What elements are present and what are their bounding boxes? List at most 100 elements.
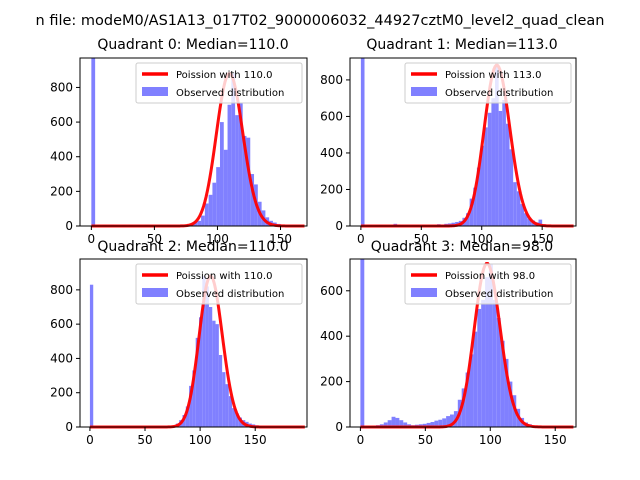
x-tick-label: 100 xyxy=(479,433,502,447)
legend-observed-swatch xyxy=(142,87,168,96)
histogram-bar xyxy=(513,182,517,226)
histogram-bar xyxy=(491,98,496,226)
histogram-bar xyxy=(242,135,247,226)
histogram-bar xyxy=(208,307,213,427)
histogram-bar xyxy=(185,406,190,427)
histogram-bar xyxy=(509,149,514,226)
histogram-bar xyxy=(215,324,219,427)
histogram-bar xyxy=(477,308,482,427)
histogram-bar xyxy=(216,167,220,226)
histogram-bar xyxy=(91,58,96,226)
subplot-title: Quadrant 1: Median=113.0 xyxy=(366,37,557,53)
x-tick-label: 150 xyxy=(269,232,292,246)
histogram-bar xyxy=(391,416,396,427)
legend-observed-swatch xyxy=(411,87,437,96)
histogram-bar xyxy=(473,187,477,226)
x-axis-ticks: 0 50 100 150 xyxy=(357,226,554,246)
histogram-bar xyxy=(219,122,224,226)
legend-poisson-label: Poission with 113.0 xyxy=(445,70,541,81)
x-tick-label: 100 xyxy=(470,232,493,246)
histogram-bar xyxy=(469,198,474,226)
histogram-bar xyxy=(469,354,474,427)
histogram-bar xyxy=(516,191,521,226)
histogram-bar xyxy=(461,388,466,427)
histogram-bar xyxy=(476,167,481,226)
x-tick-label: 50 xyxy=(137,433,152,447)
subplot-quadrant-2: Quadrant 2: Median=110.0 0 50 100 150 0 200 4… xyxy=(50,239,308,447)
histogram-bar xyxy=(484,127,488,226)
y-tick-label: 800 xyxy=(320,73,343,87)
histogram-bar xyxy=(383,422,388,427)
histogram-bar xyxy=(426,422,431,427)
histogram-bar xyxy=(492,299,497,427)
legend: Poission with 110.0 Observed distributio… xyxy=(135,62,303,104)
legend-observed-label: Observed distribution xyxy=(445,289,553,300)
histogram-bars xyxy=(89,276,266,427)
histogram-bar xyxy=(205,286,209,427)
axes-frame xyxy=(349,258,577,428)
histogram-bar xyxy=(473,331,478,427)
histogram-bar xyxy=(218,355,223,427)
y-tick-label: 600 xyxy=(50,317,73,331)
y-tick-label: 200 xyxy=(320,375,343,389)
histogram-bar xyxy=(466,213,470,226)
histogram-bar xyxy=(399,420,404,427)
legend-box xyxy=(404,263,572,305)
histogram-bar xyxy=(504,358,509,427)
histogram-bar xyxy=(387,420,392,427)
x-tick-label: 50 xyxy=(414,232,429,246)
histogram-bar xyxy=(204,203,209,226)
y-tick-label: 200 xyxy=(50,386,73,400)
axes-frame xyxy=(79,57,308,227)
histogram-bar xyxy=(212,182,217,226)
histogram-bar xyxy=(485,277,489,427)
y-tick-label: 400 xyxy=(320,146,343,160)
histogram-bar xyxy=(403,422,408,427)
histogram-bar xyxy=(434,420,439,427)
histogram-bar xyxy=(189,385,193,427)
histogram-bar xyxy=(201,215,205,226)
y-tick-label: 0 xyxy=(335,420,343,434)
legend-observed-swatch xyxy=(411,288,437,297)
y-tick-label: 400 xyxy=(50,150,73,164)
axes-frame xyxy=(79,258,308,428)
x-tick-label: 150 xyxy=(531,232,554,246)
x-tick-label: 0 xyxy=(86,433,94,447)
legend-observed-swatch xyxy=(142,288,168,297)
histogram-bar xyxy=(89,284,94,427)
y-tick-label: 0 xyxy=(335,219,343,233)
histogram-bar xyxy=(498,110,503,226)
histogram-bar xyxy=(227,104,232,226)
histogram-bar xyxy=(524,213,528,226)
histogram-bar xyxy=(225,384,229,427)
subplot-title: Quadrant 2: Median=110.0 xyxy=(97,239,288,255)
histogram-bar xyxy=(465,372,470,427)
y-tick-label: 600 xyxy=(320,109,343,123)
y-tick-label: 800 xyxy=(50,283,73,297)
x-tick-label: 50 xyxy=(418,433,433,447)
histogram-bar xyxy=(502,100,506,226)
y-tick-label: 600 xyxy=(50,115,73,129)
histogram-bar xyxy=(508,381,513,427)
x-tick-label: 0 xyxy=(357,232,365,246)
legend-observed-label: Observed distribution xyxy=(176,289,284,300)
x-tick-label: 150 xyxy=(244,433,267,447)
histogram-bar xyxy=(192,370,196,427)
histogram-bar xyxy=(202,276,206,427)
histogram-bar xyxy=(197,220,202,226)
histogram-bar xyxy=(246,137,251,226)
y-axis-ticks: 0 200 400 600 800 xyxy=(320,73,350,233)
histogram-bar xyxy=(193,222,198,226)
legend-poisson-label: Poission with 98.0 xyxy=(445,271,535,282)
y-tick-label: 400 xyxy=(50,351,73,365)
x-axis-ticks: 0 50 100 150 xyxy=(88,226,292,246)
legend-observed-label: Observed distribution xyxy=(176,88,284,99)
histogram-bar xyxy=(360,259,365,427)
histogram-bar xyxy=(395,417,400,427)
legend: Poission with 98.0 Observed distribution xyxy=(404,263,572,305)
subplot-title: Quadrant 0: Median=110.0 xyxy=(97,37,288,53)
histogram-bar xyxy=(238,103,243,226)
histogram-bar xyxy=(235,413,239,427)
histogram-bar xyxy=(505,123,510,226)
